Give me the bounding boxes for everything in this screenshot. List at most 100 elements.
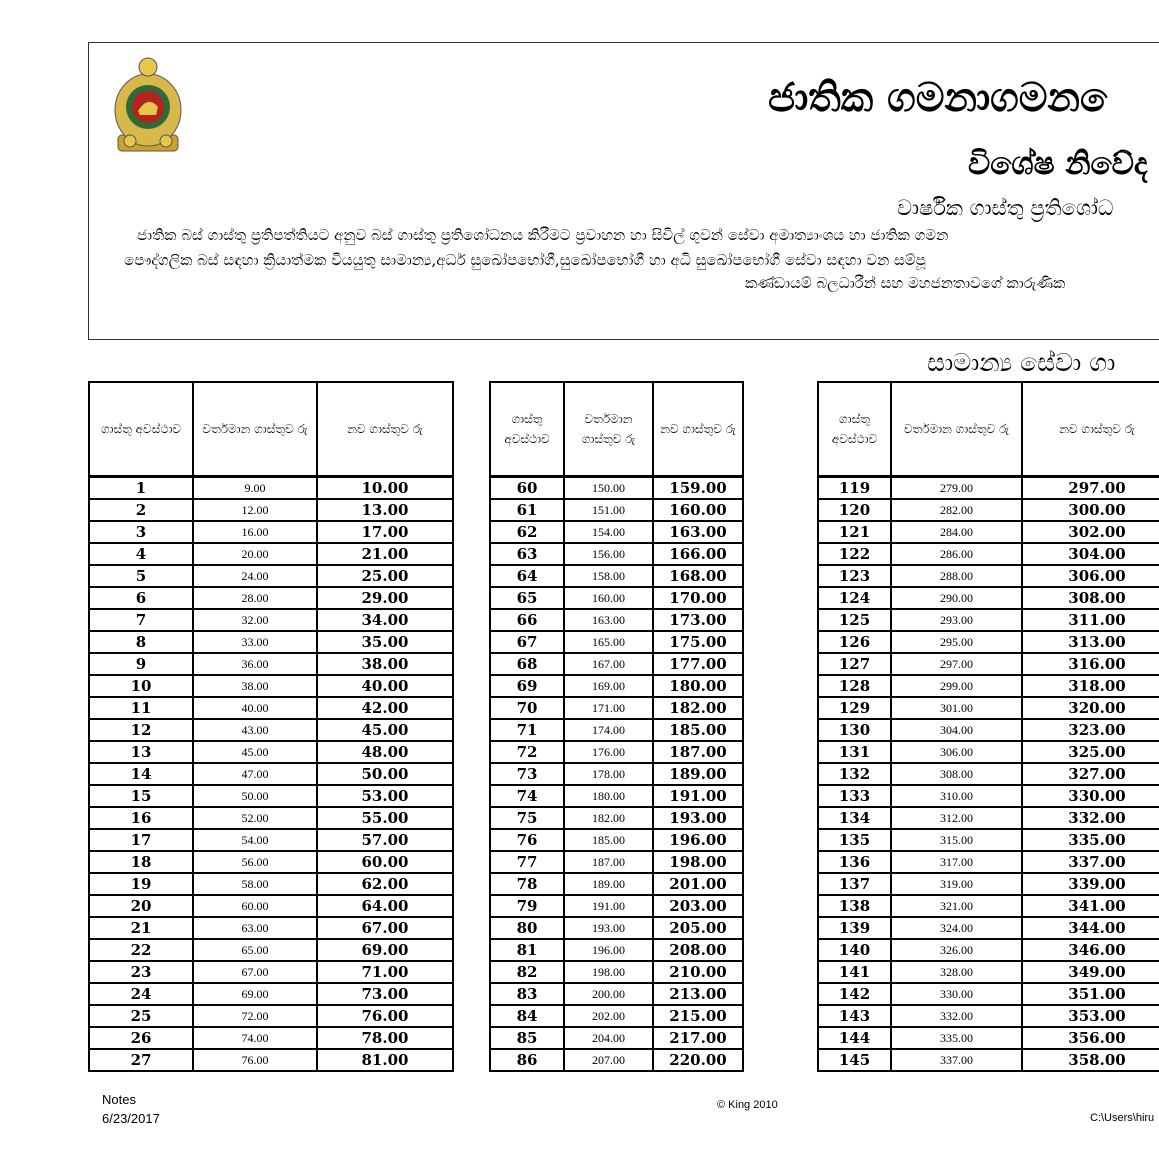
fare-stage: 135 [817, 828, 892, 852]
table-row: 77 187.00 198.00 [489, 850, 744, 874]
table-row: 84 202.00 215.00 [489, 1004, 744, 1028]
current-fare: 337.00 [890, 1048, 1023, 1072]
table-row: 74 180.00 191.00 [489, 784, 744, 808]
current-fare: 69.00 [192, 982, 318, 1006]
table-row: 5 24.00 25.00 [88, 564, 454, 588]
fare-stage: 124 [817, 586, 892, 610]
fare-table-3: ගාස්තු අවස්ථාව වර්තමාන ගාස්තුව රු නව ගාස්ත… [817, 381, 1159, 1072]
notice-paragraph-line: කණ්ඩායම් බලධාරීන් සහ මහජනතාවගේ කාරුණික [745, 274, 1066, 292]
table-row: 2 12.00 13.00 [88, 498, 454, 522]
current-fare: 45.00 [192, 740, 318, 764]
new-fare: 35.00 [316, 630, 454, 654]
current-fare: 297.00 [890, 652, 1023, 676]
fare-stage: 80 [489, 916, 565, 940]
fare-stage: 63 [489, 542, 565, 566]
fare-stage: 137 [817, 872, 892, 896]
table-row: 11 40.00 42.00 [88, 696, 454, 720]
fare-stage: 78 [489, 872, 565, 896]
new-fare: 203.00 [652, 894, 744, 918]
current-fare: 171.00 [563, 696, 654, 720]
current-fare: 154.00 [563, 520, 654, 544]
current-fare: 198.00 [563, 960, 654, 984]
fare-stage: 24 [88, 982, 194, 1006]
current-fare: 63.00 [192, 916, 318, 940]
new-fare: 330.00 [1021, 784, 1159, 808]
new-fare: 38.00 [316, 652, 454, 676]
fare-stage: 13 [88, 740, 194, 764]
column-header-new: නව ගාස්තුව රු [316, 381, 454, 478]
fare-table-2: ගාස්තු අවස්ථාව වර්තමාන ගාස්තුව රු නව ගාස්ත… [489, 381, 744, 1072]
new-fare: 353.00 [1021, 1004, 1159, 1028]
current-fare: 167.00 [563, 652, 654, 676]
new-fare: 187.00 [652, 740, 744, 764]
current-fare: 158.00 [563, 564, 654, 588]
new-fare: 159.00 [652, 475, 744, 500]
column-header-new: නව ගාස්තුව රු [652, 381, 744, 478]
table-row: 143 332.00 353.00 [817, 1004, 1159, 1028]
new-fare: 10.00 [316, 475, 454, 500]
table-row: 78 189.00 201.00 [489, 872, 744, 896]
new-fare: 304.00 [1021, 542, 1159, 566]
table-row: 81 196.00 208.00 [489, 938, 744, 962]
fare-stage: 12 [88, 718, 194, 742]
new-fare: 341.00 [1021, 894, 1159, 918]
new-fare: 311.00 [1021, 608, 1159, 632]
fare-stage: 125 [817, 608, 892, 632]
table-row: 123 288.00 306.00 [817, 564, 1159, 588]
column-header-new: නව ගාස්තුව රු [1021, 381, 1159, 478]
fare-stage: 19 [88, 872, 194, 896]
fare-stage: 70 [489, 696, 565, 720]
new-fare: 318.00 [1021, 674, 1159, 698]
fare-table-1: ගාස්තු අවස්ථාව වර්තමාන ගාස්තුව රු නව ගාස්ත… [88, 381, 454, 1072]
fare-stage: 145 [817, 1048, 892, 1072]
table-row: 122 286.00 304.00 [817, 542, 1159, 566]
table-row: 8 33.00 35.00 [88, 630, 454, 654]
new-fare: 201.00 [652, 872, 744, 896]
new-fare: 356.00 [1021, 1026, 1159, 1050]
current-fare: 286.00 [890, 542, 1023, 566]
table-row: 130 304.00 323.00 [817, 718, 1159, 742]
new-fare: 78.00 [316, 1026, 454, 1050]
table-row: 19 58.00 62.00 [88, 872, 454, 896]
table-row: 27 76.00 81.00 [88, 1048, 454, 1072]
table-row: 73 178.00 189.00 [489, 762, 744, 786]
table-row: 131 306.00 325.00 [817, 740, 1159, 764]
current-fare: 12.00 [192, 498, 318, 522]
table-row: 145 337.00 358.00 [817, 1048, 1159, 1072]
table-row: 67 165.00 175.00 [489, 630, 744, 654]
current-fare: 284.00 [890, 520, 1023, 544]
column-header-current: වර්තමාන ගාස්තුව රු [192, 381, 318, 478]
new-fare: 64.00 [316, 894, 454, 918]
fare-stage: 5 [88, 564, 194, 588]
fare-stage: 26 [88, 1026, 194, 1050]
table-row: 76 185.00 196.00 [489, 828, 744, 852]
current-fare: 299.00 [890, 674, 1023, 698]
table-row: 71 174.00 185.00 [489, 718, 744, 742]
table-row: 79 191.00 203.00 [489, 894, 744, 918]
fare-stage: 67 [489, 630, 565, 654]
new-fare: 55.00 [316, 806, 454, 830]
current-fare: 33.00 [192, 630, 318, 654]
table-row: 21 63.00 67.00 [88, 916, 454, 940]
table-row: 4 20.00 21.00 [88, 542, 454, 566]
fare-stage: 23 [88, 960, 194, 984]
current-fare: 60.00 [192, 894, 318, 918]
fare-stage: 7 [88, 608, 194, 632]
new-fare: 60.00 [316, 850, 454, 874]
new-fare: 177.00 [652, 652, 744, 676]
table-row: 16 52.00 55.00 [88, 806, 454, 830]
new-fare: 69.00 [316, 938, 454, 962]
current-fare: 319.00 [890, 872, 1023, 896]
new-fare: 180.00 [652, 674, 744, 698]
new-fare: 45.00 [316, 718, 454, 742]
fare-stage: 9 [88, 652, 194, 676]
current-fare: 176.00 [563, 740, 654, 764]
fare-stage: 6 [88, 586, 194, 610]
new-fare: 42.00 [316, 696, 454, 720]
table-row: 132 308.00 327.00 [817, 762, 1159, 786]
table-row: 14 47.00 50.00 [88, 762, 454, 786]
current-fare: 304.00 [890, 718, 1023, 742]
fare-stage: 129 [817, 696, 892, 720]
fare-stage: 3 [88, 520, 194, 544]
table-row: 64 158.00 168.00 [489, 564, 744, 588]
